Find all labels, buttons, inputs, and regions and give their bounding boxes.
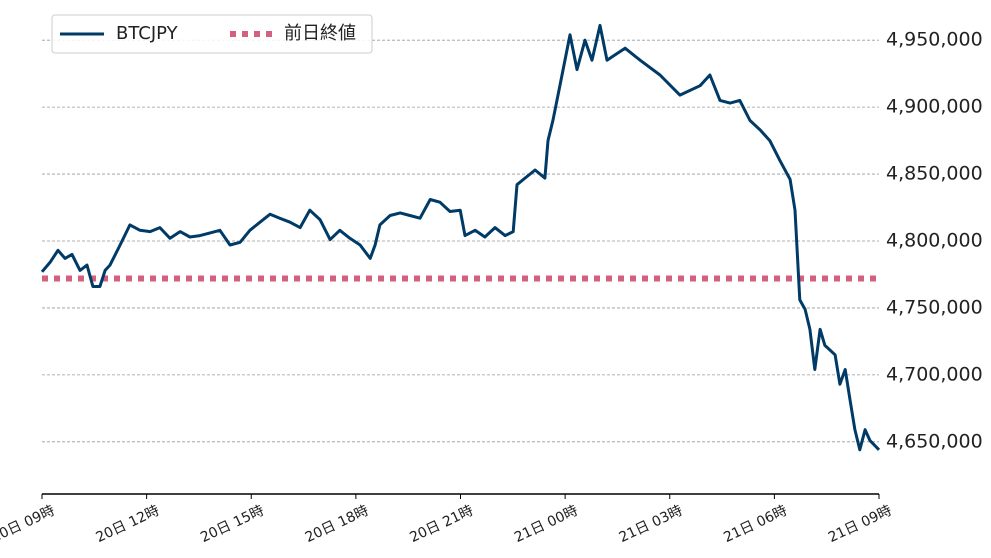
y-tick-label: 4,650,000 xyxy=(886,430,983,452)
legend-label: BTCJPY xyxy=(116,23,179,44)
y-tick-label: 4,950,000 xyxy=(886,29,983,51)
legend: BTCJPY 前日終値 xyxy=(51,14,373,54)
price-line xyxy=(40,23,881,452)
x-tick-label: 20日 18時 xyxy=(303,503,371,546)
y-tick-label: 4,700,000 xyxy=(886,363,983,385)
y-tick-label: 4,900,000 xyxy=(886,96,983,118)
x-tick-label: 20日 15時 xyxy=(198,503,266,546)
y-tick-label: 4,800,000 xyxy=(886,229,983,251)
y-tick-label: 4,850,000 xyxy=(886,163,983,185)
x-tick-label: 20日 12時 xyxy=(94,503,162,546)
x-tick-label: 21日 09時 xyxy=(826,503,894,546)
x-tick-label: 20日 21時 xyxy=(407,503,475,546)
legend-label: 前日終値 xyxy=(284,23,356,44)
x-tick-label: 21日 03時 xyxy=(617,503,685,546)
x-tick-label: 21日 06時 xyxy=(721,503,789,546)
x-tick-label: 20日 09時 xyxy=(0,503,57,546)
y-tick-label: 4,750,000 xyxy=(886,296,983,318)
x-tick-label: 21日 00時 xyxy=(512,503,580,546)
legend-box xyxy=(51,14,373,54)
